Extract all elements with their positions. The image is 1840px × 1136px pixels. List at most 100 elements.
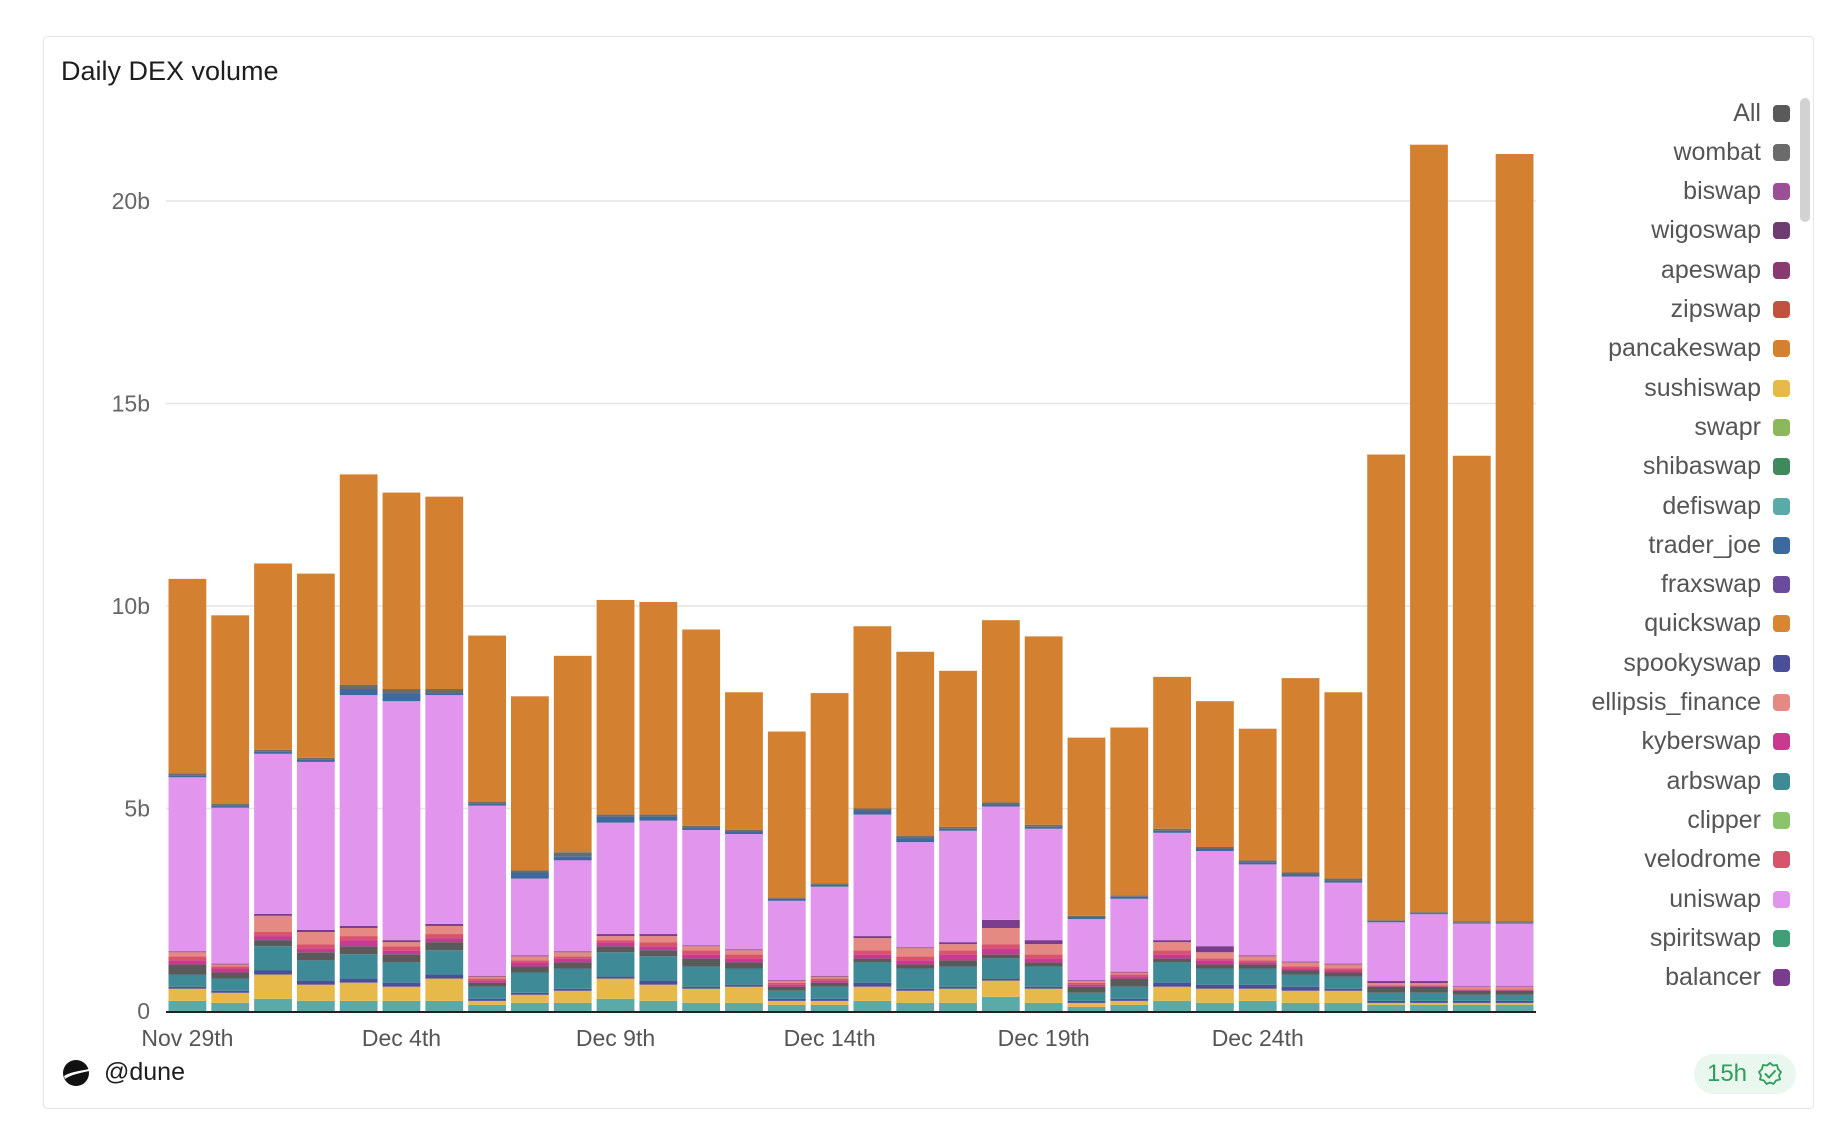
bar-segment-wombat[interactable] (211, 803, 250, 806)
bar-segment-pancakeswap[interactable] (725, 692, 763, 830)
bar-segment-pancakeswap[interactable] (1367, 454, 1406, 921)
bar-segment-ellipsis_finance[interactable] (1110, 972, 1149, 975)
bar-segment-trader_joe[interactable] (981, 804, 1020, 807)
bar-segment-arbswap[interactable] (767, 990, 806, 999)
bar-segment-balancer[interactable] (468, 975, 506, 977)
bar-segment-pancakeswap[interactable] (425, 496, 464, 690)
bar-segment-balancer[interactable] (1024, 940, 1063, 945)
bar-segment-uniswap[interactable] (596, 822, 635, 935)
bar-segment-balancer[interactable] (1110, 971, 1149, 973)
bar-segment-defiswap[interactable] (1238, 1000, 1277, 1011)
bar-segment-balancer[interactable] (639, 934, 678, 937)
legend-item-clipper[interactable]: clipper (1687, 805, 1790, 835)
bar-segment-wombat[interactable] (1196, 846, 1234, 849)
legend-item-trader_joe[interactable]: trader_joe (1648, 530, 1790, 560)
bar-segment-ellipsis_finance[interactable] (767, 980, 806, 983)
bar-segment-defiswap[interactable] (1281, 1002, 1320, 1011)
bar-segment-balancer[interactable] (553, 951, 592, 953)
legend-item-All[interactable]: All (1733, 98, 1790, 128)
bar-segment-All[interactable] (639, 950, 678, 957)
bar-stack[interactable] (1110, 727, 1149, 1012)
bar-segment-balancer[interactable] (596, 934, 635, 937)
bar-segment-wombat[interactable] (767, 897, 806, 899)
bar-segment-All[interactable] (168, 964, 207, 975)
bar-segment-defiswap[interactable] (511, 1002, 549, 1011)
bar-segment-arbswap[interactable] (168, 974, 207, 987)
bar-segment-pancakeswap[interactable] (511, 696, 549, 871)
bar-stack[interactable] (553, 655, 592, 1011)
bar-segment-defiswap[interactable] (1196, 1002, 1234, 1011)
bar-segment-spookyswap[interactable] (1281, 986, 1320, 991)
bar-segment-spookyswap[interactable] (511, 992, 549, 995)
bar-segment-kyberswap[interactable] (1324, 970, 1363, 973)
bar-segment-All[interactable] (810, 982, 849, 987)
bar-segment-velodrome[interactable] (1367, 985, 1406, 986)
bar-segment-pancakeswap[interactable] (1110, 727, 1149, 896)
bar-segment-trader_joe[interactable] (1367, 921, 1406, 923)
bar-segment-defiswap[interactable] (1452, 1004, 1491, 1011)
bar-segment-kyberswap[interactable] (725, 958, 763, 963)
bar-segment-ellipsis_finance[interactable] (553, 952, 592, 957)
bar-segment-ellipsis_finance[interactable] (853, 938, 892, 951)
bar-stack[interactable] (425, 496, 464, 1011)
bar-segment-ellipsis_finance[interactable] (939, 944, 977, 951)
bar-segment-spookyswap[interactable] (1153, 982, 1191, 987)
bar-segment-defiswap[interactable] (254, 998, 292, 1011)
bar-segment-velodrome[interactable] (810, 978, 849, 981)
bar-segment-arbswap[interactable] (853, 962, 892, 983)
bar-segment-spookyswap[interactable] (1495, 1000, 1534, 1003)
bar-segment-velodrome[interactable] (981, 944, 1020, 949)
bar-segment-All[interactable] (382, 954, 421, 963)
bar-segment-kyberswap[interactable] (767, 984, 806, 987)
bar-segment-trader_joe[interactable] (511, 872, 549, 879)
bar-stack[interactable] (1324, 692, 1363, 1011)
bar-segment-arbswap[interactable] (725, 968, 763, 985)
bar-segment-wombat[interactable] (296, 757, 335, 760)
bar-segment-balancer[interactable] (1238, 955, 1277, 957)
bar-segment-defiswap[interactable] (553, 1002, 592, 1011)
bar-segment-defiswap[interactable] (596, 998, 635, 1011)
bar-segment-uniswap[interactable] (339, 695, 378, 926)
bar-segment-trader_joe[interactable] (939, 828, 977, 831)
bar-segment-All[interactable] (939, 960, 977, 967)
bar-segment-uniswap[interactable] (767, 900, 806, 980)
bar-segment-pancakeswap[interactable] (639, 601, 678, 815)
bar-segment-trader_joe[interactable] (1238, 862, 1277, 865)
bar-segment-uniswap[interactable] (725, 834, 763, 950)
bar-segment-spookyswap[interactable] (1024, 986, 1063, 989)
bar-segment-wombat[interactable] (511, 870, 549, 873)
bar-segment-kyberswap[interactable] (1281, 968, 1320, 971)
bar-segment-spookyswap[interactable] (596, 976, 635, 979)
bar-segment-spookyswap[interactable] (1238, 984, 1277, 989)
bar-segment-uniswap[interactable] (639, 820, 678, 935)
bar-segment-trader_joe[interactable] (682, 827, 721, 830)
bar-segment-pancakeswap[interactable] (168, 578, 207, 774)
bar-segment-defiswap[interactable] (296, 1000, 335, 1011)
bar-segment-kyberswap[interactable] (1367, 985, 1406, 987)
bar-segment-uniswap[interactable] (1024, 828, 1063, 941)
bar-segment-trader_joe[interactable] (1410, 913, 1448, 915)
bar-segment-sushiswap[interactable] (1024, 988, 1063, 1003)
bar-segment-All[interactable] (1153, 958, 1191, 963)
bar-segment-pancakeswap[interactable] (939, 670, 977, 827)
bar-segment-sushiswap[interactable] (1324, 990, 1363, 1003)
bar-segment-spookyswap[interactable] (725, 984, 763, 987)
bar-segment-defiswap[interactable] (1367, 1004, 1406, 1011)
bar-segment-wombat[interactable] (1495, 921, 1534, 923)
bar-segment-sushiswap[interactable] (339, 982, 378, 1001)
bar-segment-velodrome[interactable] (1410, 985, 1448, 986)
bar-segment-pancakeswap[interactable] (1281, 678, 1320, 873)
bar-stack[interactable] (168, 578, 207, 1011)
bar-segment-ellipsis_finance[interactable] (682, 946, 721, 951)
bar-segment-wombat[interactable] (468, 801, 506, 804)
bar-segment-All[interactable] (296, 952, 335, 961)
bar-segment-uniswap[interactable] (382, 701, 421, 941)
bar-segment-arbswap[interactable] (254, 946, 292, 971)
bar-segment-ellipsis_finance[interactable] (425, 925, 464, 935)
bar-segment-kyberswap[interactable] (1110, 976, 1149, 979)
bar-segment-All[interactable] (425, 942, 464, 951)
bar-segment-pancakeswap[interactable] (1196, 701, 1234, 847)
bar-segment-wombat[interactable] (1281, 872, 1320, 875)
bar-segment-velodrome[interactable] (1452, 989, 1491, 990)
bar-segment-kyberswap[interactable] (382, 950, 421, 955)
